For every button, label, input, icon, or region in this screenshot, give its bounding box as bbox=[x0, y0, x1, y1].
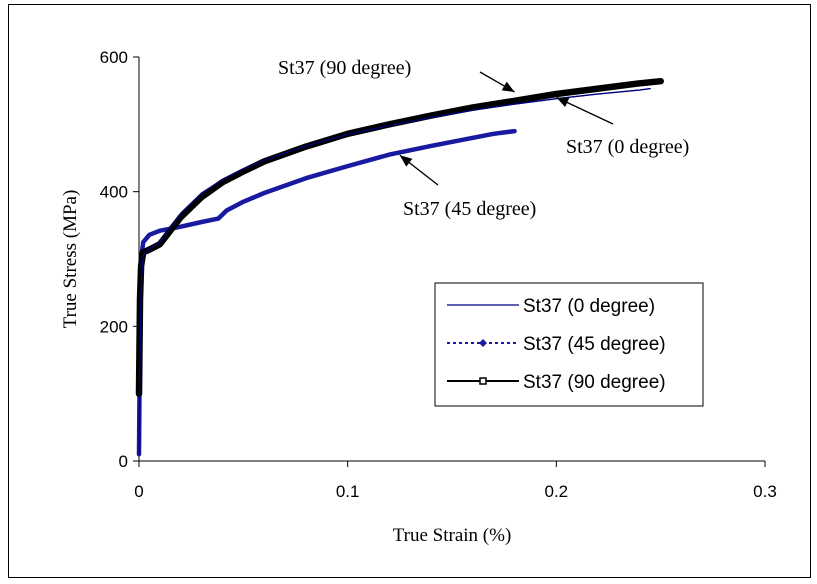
y-tick-label: 400 bbox=[100, 183, 128, 202]
legend: St37 (0 degree) St37 (45 degree) St37 (90 … bbox=[434, 282, 704, 407]
x-tick-label: 0.3 bbox=[753, 482, 777, 501]
x-tick-label: 0.1 bbox=[336, 482, 360, 501]
annotation-label: St37 (45 degree) bbox=[403, 198, 536, 220]
annotations: St37 (90 degree) St37 (0 degree) St37 (45 … bbox=[278, 57, 689, 220]
annotation-label: St37 (0 degree) bbox=[566, 136, 689, 158]
legend-marker-diamond bbox=[479, 339, 487, 347]
legend-label: St37 (0 degree) bbox=[523, 296, 655, 317]
annotation-arrowhead bbox=[556, 97, 570, 108]
legend-box bbox=[434, 282, 704, 407]
legend-items: St37 (0 degree) St37 (45 degree) St37 (90 … bbox=[447, 296, 666, 393]
x-tick-label: 0 bbox=[134, 482, 143, 501]
series-layer bbox=[135, 77, 664, 457]
series-line-3 bbox=[135, 77, 664, 397]
x-axis-title: True Strain (%) bbox=[393, 525, 512, 546]
annotation-label: St37 (90 degree) bbox=[278, 57, 411, 79]
y-axis-title: True Stress (MPa) bbox=[60, 190, 81, 329]
tick-labels: 0 200 400 600 0 0.1 0.2 0.3 bbox=[100, 48, 777, 501]
annotation-arrowhead bbox=[501, 81, 515, 93]
x-tick-label: 0.2 bbox=[545, 482, 569, 501]
legend-marker-square bbox=[479, 377, 487, 385]
y-tick-label: 600 bbox=[100, 48, 128, 67]
series-line-1-overlay bbox=[138, 88, 651, 455]
series-line-2 bbox=[136, 128, 517, 457]
legend-label: St37 (45 degree) bbox=[523, 334, 666, 355]
legend-label: St37 (90 degree) bbox=[523, 372, 666, 393]
annotation-arrowhead bbox=[399, 155, 413, 167]
y-tick-label: 0 bbox=[119, 452, 128, 471]
y-tick-label: 200 bbox=[100, 317, 128, 336]
